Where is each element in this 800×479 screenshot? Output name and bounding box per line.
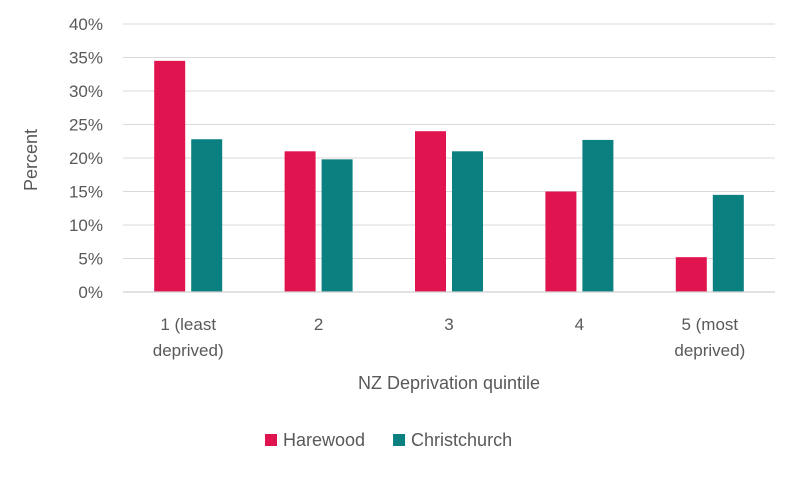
- x-tick-label-line: 1 (least: [160, 315, 216, 334]
- legend-label-christchurch: Christchurch: [411, 430, 512, 450]
- x-tick-label: 1 (least deprived): [153, 315, 224, 360]
- bar-harewood-2: Harewood: 21: [284, 151, 316, 292]
- bar-harewood-4: Harewood: 15: [545, 191, 577, 292]
- y-axis-title: Percent: [21, 129, 41, 191]
- y-tick-label: 30%: [69, 82, 103, 101]
- bar-christchurch-3: Christchurch: 21: [452, 151, 483, 292]
- y-tick-label: 10%: [69, 216, 103, 235]
- x-tick-label-line: 4: [575, 315, 584, 334]
- x-tick-label: 4: [575, 315, 584, 334]
- y-tick-label: 20%: [69, 149, 103, 168]
- x-tick-label-line: deprived): [153, 341, 224, 360]
- y-tick-label: 5%: [78, 250, 103, 269]
- bar-christchurch-2: Christchurch: 19.8: [321, 159, 353, 292]
- bar-christchurch-4: Christchurch: 22.7: [582, 139, 614, 292]
- x-tick-label: 2: [314, 315, 323, 334]
- x-tick-label-line: 3: [444, 315, 453, 334]
- bar-harewood-3: Harewood: 24: [415, 131, 446, 292]
- x-tick-label-line: 2: [314, 315, 323, 334]
- x-axis-title: NZ Deprivation quintile: [358, 373, 540, 393]
- bar-christchurch-1: Christchurch: 22.8: [191, 139, 223, 292]
- x-tick-label: 5 (most deprived): [674, 315, 745, 360]
- legend: Harewood Christchurch: [265, 430, 512, 450]
- legend-swatch-christchurch: [393, 434, 406, 446]
- y-axis-tick-labels: 0% 5% 10% 15% 20% 25% 30% 35% 40%: [69, 15, 103, 302]
- y-tick-label: 40%: [69, 15, 103, 34]
- bar-harewood-1: Harewood: 34.5: [154, 60, 186, 292]
- bar-christchurch-5: Christchurch: 14.5: [712, 194, 744, 292]
- gridlines: [123, 23, 775, 259]
- x-tick-label-line: 5 (most: [681, 315, 738, 334]
- bars: Harewood: 34.5 Harewood: 21 Harewood: 24 Ha…: [154, 60, 744, 292]
- y-tick-label: 35%: [69, 49, 103, 68]
- y-tick-label: 25%: [69, 116, 103, 135]
- x-tick-label-line: deprived): [674, 341, 745, 360]
- x-axis-tick-labels: 1 (least deprived) 2 3 4 5 (most deprived): [153, 315, 745, 360]
- legend-swatch-harewood: [265, 434, 277, 446]
- x-tick-label: 3: [444, 315, 453, 334]
- y-tick-label: 15%: [69, 183, 103, 202]
- legend-label-harewood: Harewood: [283, 430, 365, 450]
- y-tick-label: 0%: [78, 283, 103, 302]
- bar-harewood-5: Harewood: 5.2: [675, 257, 707, 292]
